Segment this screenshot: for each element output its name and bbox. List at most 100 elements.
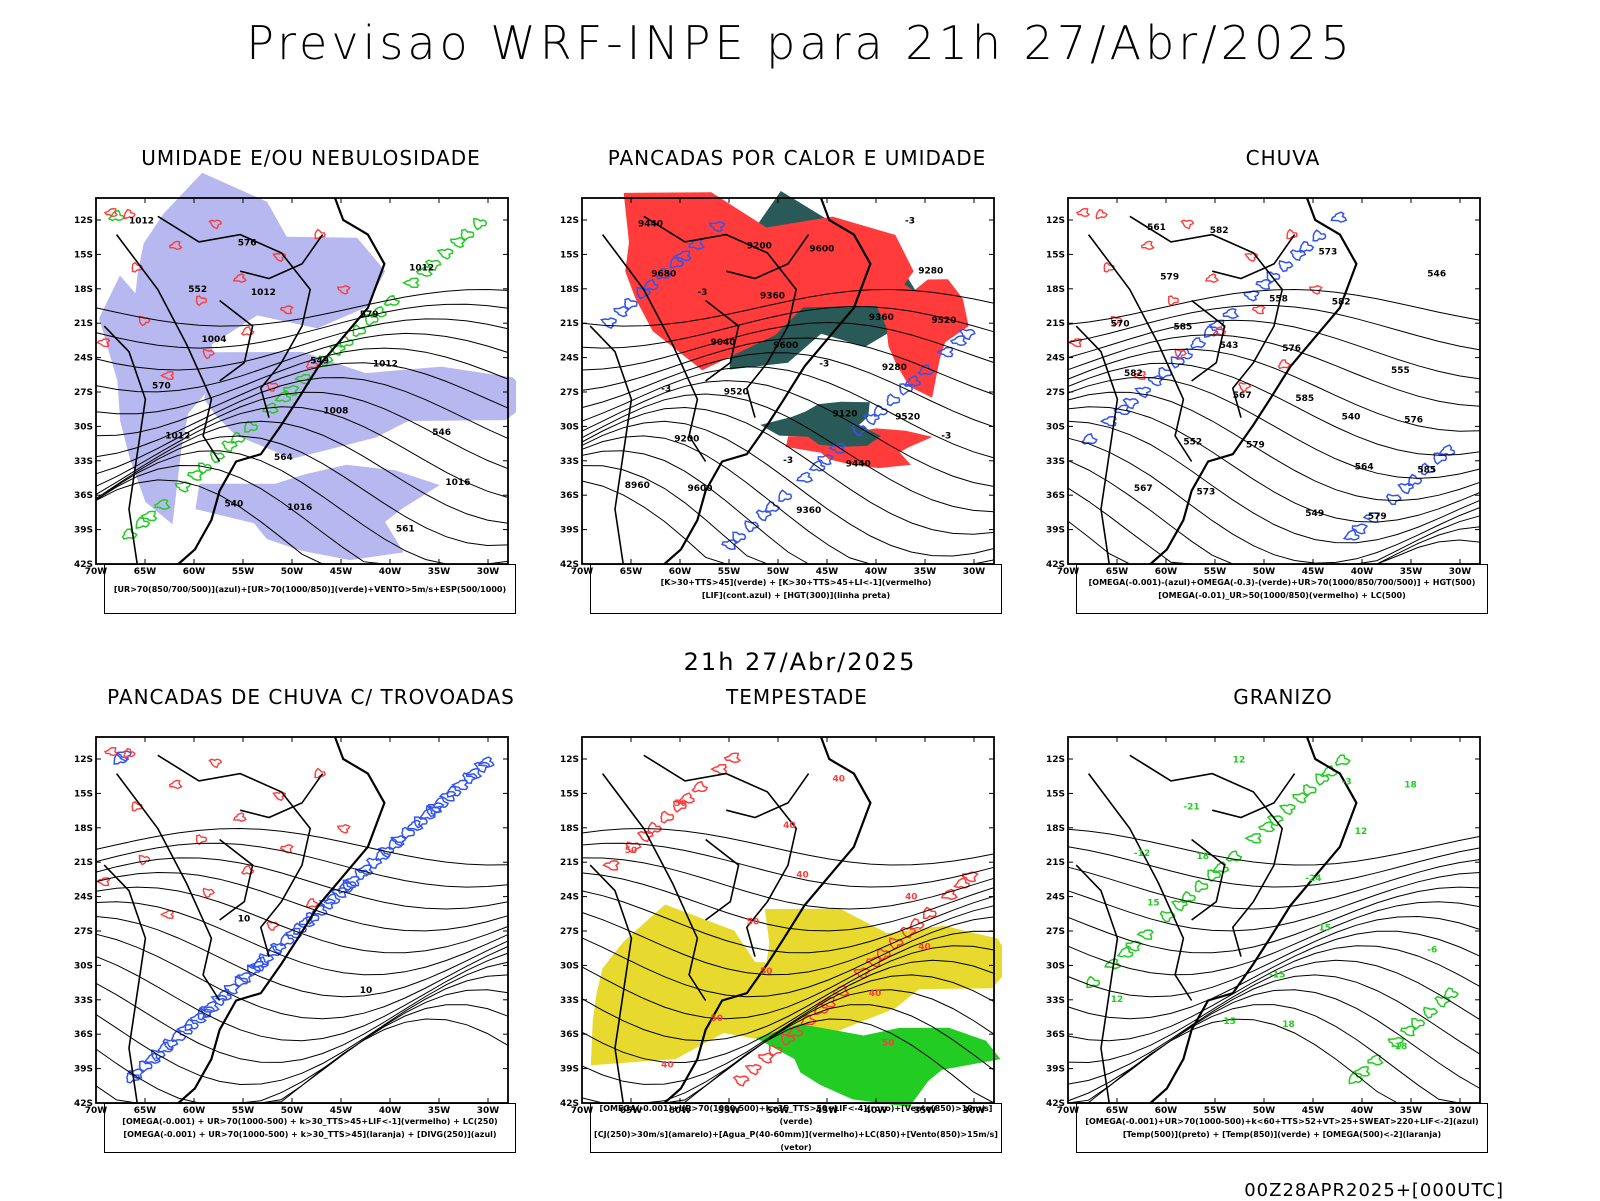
field-contour	[388, 837, 403, 850]
field-contour	[1420, 462, 1435, 476]
contour-label: 9360	[796, 506, 821, 516]
field-contour	[672, 800, 687, 813]
field-contour	[436, 248, 454, 260]
country-border	[240, 773, 324, 819]
lat-tick-label: 24S	[1046, 893, 1065, 903]
field-contour	[1207, 869, 1222, 883]
field-contour	[235, 972, 253, 983]
field-contour	[432, 796, 450, 809]
lon-tick-label: 55W	[718, 567, 741, 577]
field-contour	[1330, 211, 1348, 223]
lon-tick-label: 60W	[669, 1106, 692, 1116]
country-border	[1191, 838, 1226, 921]
contour-label: 585	[1174, 322, 1193, 332]
contour-label: -12	[1134, 849, 1150, 859]
map-panel: PANCADAS DE CHUVA C/ TROVOADAS 10 10 12S 15S…	[74, 685, 556, 1155]
country-border	[601, 234, 707, 462]
field-contour	[768, 1044, 783, 1058]
field-contour	[817, 454, 834, 466]
field-contour	[949, 335, 968, 346]
panel-title: GRANIZO	[1233, 685, 1333, 709]
contour-line	[1067, 846, 1481, 888]
field-contour	[223, 983, 241, 995]
field-contour	[1411, 1017, 1426, 1031]
contour-label: -15	[1269, 970, 1285, 980]
field-contour	[221, 440, 238, 453]
contour-line	[1067, 859, 1481, 910]
lon-tick-label: 40W	[865, 567, 888, 577]
field-contour	[477, 756, 495, 768]
lat-tick-label: 21S	[560, 858, 579, 868]
contour-line	[1067, 406, 1481, 523]
contour-line	[581, 305, 995, 349]
country-border	[103, 864, 147, 1104]
contour-line	[1067, 304, 1481, 351]
field-contour	[169, 779, 183, 790]
field-contour	[904, 374, 922, 387]
lat-tick-label: 15S	[560, 250, 579, 260]
contour-label: 40	[796, 871, 809, 881]
contour-line	[95, 288, 509, 327]
contour-label: 15	[1319, 924, 1332, 934]
contour-label: 573	[1319, 248, 1338, 258]
contour-label: 40	[833, 774, 846, 784]
field-contour	[424, 259, 442, 272]
contour-label: 570	[152, 382, 171, 392]
contour-line	[581, 393, 995, 513]
field-contour	[415, 266, 433, 277]
contour-label: 9440	[638, 220, 663, 230]
lat-tick-label: 24S	[560, 893, 579, 903]
field-contour	[103, 207, 119, 218]
field-contour	[1095, 208, 1108, 220]
field-contour	[375, 848, 391, 862]
contour-label: 18	[1282, 1020, 1295, 1030]
panel-title: TEMPESTADE	[726, 685, 868, 709]
contour-labels: 10 10	[238, 914, 373, 996]
field-contour	[1116, 946, 1134, 958]
lon-tick-label: 55W	[718, 1106, 741, 1116]
field-contour	[1289, 249, 1307, 261]
legend-box: [OMEGA(-0.001)+UR>70(1000-500)+k>35_TTS>…	[590, 1103, 1002, 1153]
contour-label: 50	[882, 1039, 895, 1049]
field-contour	[1194, 879, 1209, 893]
lon-tick-label: 50W	[767, 1106, 790, 1116]
contour-label: -3	[661, 385, 671, 395]
field-contour	[449, 236, 467, 249]
field-contour	[1351, 523, 1369, 535]
field-contour	[123, 208, 136, 220]
lat-tick-label: 30S	[560, 422, 579, 432]
field-contour	[800, 1014, 817, 1027]
map-layer	[1067, 197, 1481, 565]
contour-label: 564	[274, 453, 293, 463]
lat-tick-label: 15S	[74, 789, 93, 799]
contour-line	[95, 952, 509, 1042]
field-contour	[232, 273, 247, 283]
field-contour	[1170, 900, 1188, 912]
field-contour	[305, 359, 319, 370]
map-plot: 10 10 12S 15S 18S 21S 24S 27S 30S 33S 36S 39S 42S70W…	[74, 736, 509, 1116]
contour-line	[95, 989, 509, 1104]
legend-line: [Temp(500)](preto) + [Temp(850)](verde) …	[1122, 1130, 1442, 1139]
contour-label: 50	[747, 917, 760, 927]
contour-line	[1067, 915, 1481, 998]
field-contour	[600, 317, 617, 330]
contour-label: 9200	[674, 434, 699, 444]
country-border	[601, 773, 707, 1001]
field-contour	[677, 792, 695, 804]
field-contour	[655, 268, 672, 280]
lon-tick-label: 35W	[428, 1106, 451, 1116]
map-panel: CHUVA 585 585 585 582 582 582 579 579 579 576 576 57…	[1046, 146, 1528, 616]
field-contour	[208, 219, 223, 230]
coastline	[1149, 736, 1358, 1104]
field-contour	[283, 385, 300, 397]
lat-tick-label: 42S	[560, 560, 579, 570]
lon-tick-label: 30W	[477, 567, 500, 577]
lon-tick-label: 45W	[816, 567, 839, 577]
country-border	[115, 773, 221, 1001]
lon-tick-label: 70W	[571, 1106, 594, 1116]
field-contour	[1353, 1066, 1371, 1077]
contour-line	[1067, 901, 1481, 976]
contour-label: -6	[1427, 945, 1437, 955]
lon-tick-label: 45W	[330, 1106, 353, 1116]
